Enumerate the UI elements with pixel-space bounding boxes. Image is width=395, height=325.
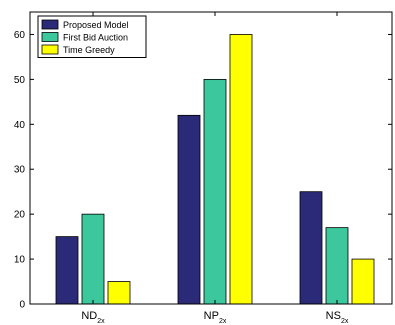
bar-proposed-model-ns [299, 191, 323, 305]
legend-label: Time Greedy [63, 45, 115, 55]
y-tick-label: 50 [14, 75, 26, 86]
bar-time-greedy-nd [107, 281, 131, 305]
bars-group [55, 34, 375, 305]
legend-swatch [41, 44, 59, 55]
y-tick-label: 40 [14, 120, 26, 131]
legend-label: Proposed Model [63, 20, 129, 30]
y-tick-label: 0 [19, 300, 25, 311]
bar-time-greedy-np [229, 34, 253, 305]
bar-proposed-model-nd [55, 236, 79, 305]
legend-swatch [41, 32, 59, 42]
y-tick-label: 20 [14, 210, 26, 221]
bar-time-greedy-ns [351, 258, 375, 305]
bar-proposed-model-np [177, 114, 201, 305]
y-tick-label: 30 [14, 165, 26, 176]
axes-box [29, 11, 393, 305]
bar-first-bid-auction-nd [81, 213, 105, 305]
x-tick-label: NS2x [326, 310, 349, 325]
y-tick-label: 10 [14, 255, 26, 266]
x-tick-label: NP2x [204, 310, 227, 325]
legend: Proposed Model First Bid Auction Time Gree… [37, 15, 147, 58]
legend-swatch [41, 19, 59, 30]
y-axis-ticks: 0 10 20 30 40 50 60 [14, 30, 392, 311]
x-tick-label: ND2x [81, 310, 105, 325]
y-tick-label: 60 [14, 30, 26, 41]
legend-label: First Bid Auction [63, 33, 128, 43]
bar-first-bid-auction-np [203, 78, 227, 305]
x-axis-ticks: ND2x NP2x NS2x [81, 12, 349, 325]
bar-first-bid-auction-ns [325, 227, 349, 305]
